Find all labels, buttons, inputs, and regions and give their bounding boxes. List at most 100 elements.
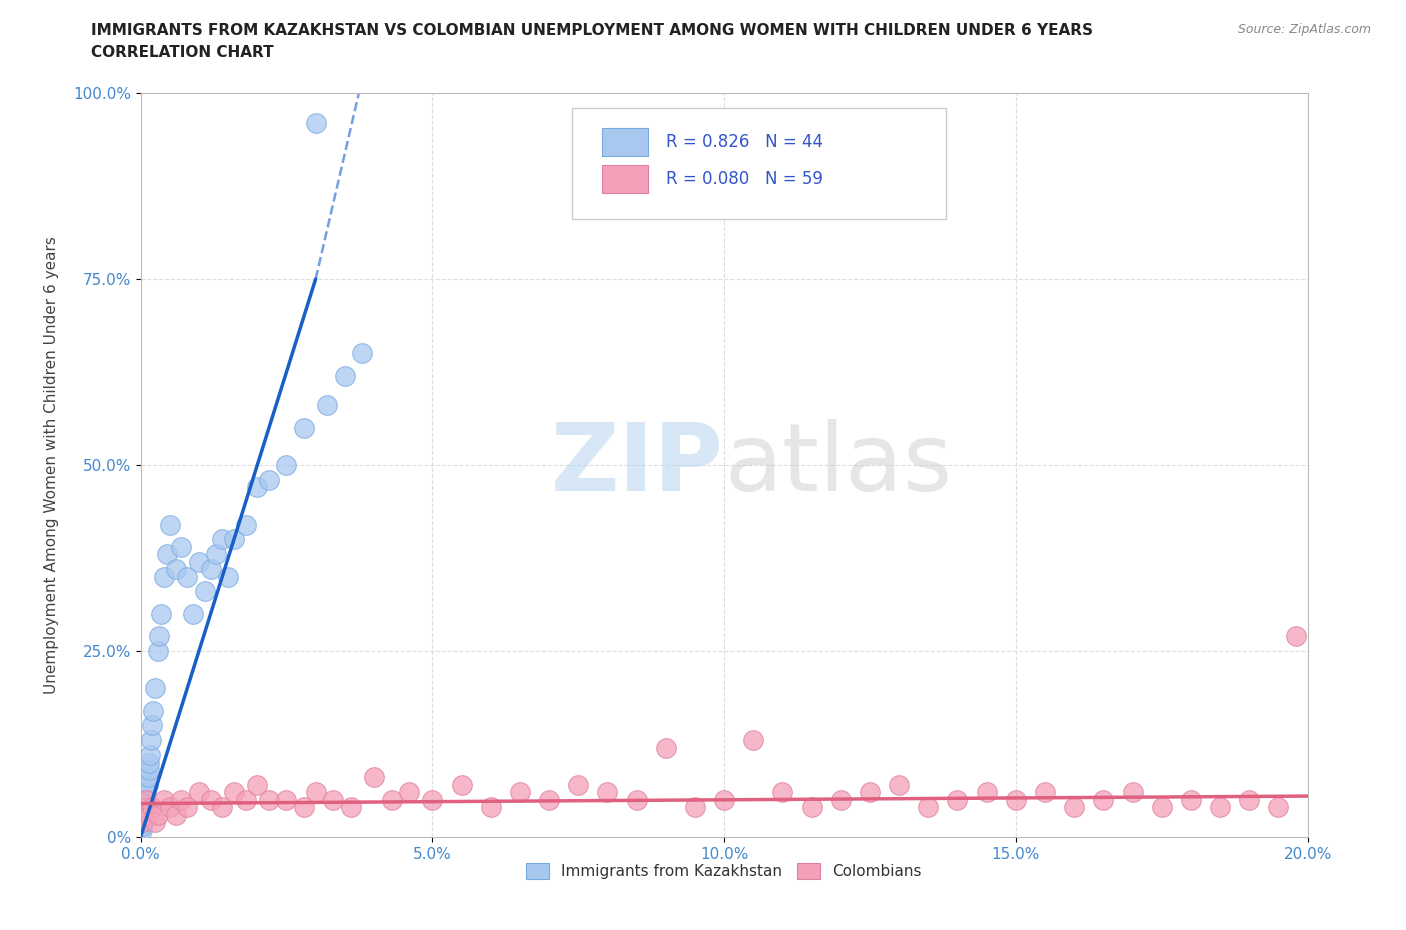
Point [479, 800, 502, 815]
Point [538, 792, 561, 807]
Point [235, 517, 257, 532]
Point [211, 532, 233, 547]
Point [1267, 800, 1289, 815]
Point [333, 368, 356, 383]
Point [153, 792, 176, 807]
Point [141, 718, 163, 733]
Point [626, 792, 648, 807]
Point [352, 346, 374, 361]
Point [132, 815, 155, 830]
Point [153, 569, 176, 584]
Point [188, 554, 211, 569]
Point [322, 792, 344, 807]
Point [136, 777, 159, 792]
Point [316, 398, 339, 413]
Point [1150, 800, 1173, 815]
Point [200, 562, 222, 577]
Text: R = 0.826   N = 44: R = 0.826 N = 44 [666, 133, 823, 151]
Point [1285, 629, 1308, 644]
Point [1239, 792, 1261, 807]
Point [450, 777, 472, 792]
Point [141, 800, 163, 815]
Point [143, 681, 166, 696]
Point [170, 792, 193, 807]
Point [165, 807, 187, 822]
Point [188, 785, 211, 800]
Point [1092, 792, 1115, 807]
Point [176, 800, 198, 815]
Point [138, 763, 160, 777]
Point [134, 800, 156, 815]
Point [305, 115, 328, 130]
Point [222, 785, 245, 800]
Point [135, 785, 157, 800]
Point [1063, 800, 1085, 815]
Point [713, 792, 735, 807]
Point [398, 785, 420, 800]
Point [596, 785, 619, 800]
Point [567, 777, 589, 792]
Point [176, 569, 198, 584]
Y-axis label: Unemployment Among Women with Children Under 6 years: Unemployment Among Women with Children U… [44, 236, 59, 694]
Point [181, 606, 204, 621]
Point [246, 777, 269, 792]
Point [135, 792, 157, 807]
Point [146, 807, 169, 822]
FancyBboxPatch shape [602, 128, 648, 156]
Point [772, 785, 794, 800]
Point [683, 800, 706, 815]
Point [235, 792, 257, 807]
Point [211, 800, 233, 815]
Point [257, 792, 280, 807]
Point [146, 644, 169, 658]
Point [148, 629, 170, 644]
Point [742, 733, 765, 748]
Point [217, 569, 239, 584]
Point [917, 800, 939, 815]
FancyBboxPatch shape [572, 108, 946, 219]
Point [205, 547, 228, 562]
Point [135, 792, 157, 807]
Point [138, 807, 160, 822]
Point [363, 770, 385, 785]
Point [156, 547, 179, 562]
Point [1209, 800, 1232, 815]
Point [136, 770, 159, 785]
Point [132, 807, 155, 822]
Point [830, 792, 852, 807]
Point [159, 800, 181, 815]
Text: R = 0.080   N = 59: R = 0.080 N = 59 [666, 170, 823, 188]
Point [165, 562, 187, 577]
Text: IMMIGRANTS FROM KAZAKHSTAN VS COLOMBIAN UNEMPLOYMENT AMONG WOMEN WITH CHILDREN U: IMMIGRANTS FROM KAZAKHSTAN VS COLOMBIAN … [91, 23, 1094, 38]
Point [339, 800, 361, 815]
Point [170, 539, 193, 554]
Point [380, 792, 402, 807]
Point [509, 785, 531, 800]
Point [655, 740, 678, 755]
Point [257, 472, 280, 487]
Point [142, 703, 165, 718]
Point [1122, 785, 1144, 800]
Point [292, 800, 315, 815]
Point [889, 777, 911, 792]
Point [276, 792, 298, 807]
Point [132, 811, 155, 826]
Point [194, 584, 217, 599]
Point [131, 818, 153, 833]
Point [1180, 792, 1202, 807]
Point [132, 807, 155, 822]
Point [305, 785, 328, 800]
Text: CORRELATION CHART: CORRELATION CHART [91, 45, 274, 60]
Point [134, 800, 156, 815]
Legend: Immigrants from Kazakhstan, Colombians: Immigrants from Kazakhstan, Colombians [520, 857, 928, 885]
Point [222, 532, 245, 547]
Point [292, 420, 315, 435]
Point [139, 733, 162, 748]
Point [131, 815, 153, 830]
Point [246, 480, 269, 495]
Point [859, 785, 882, 800]
Point [976, 785, 998, 800]
Point [800, 800, 823, 815]
Point [134, 804, 156, 818]
Point [150, 606, 173, 621]
